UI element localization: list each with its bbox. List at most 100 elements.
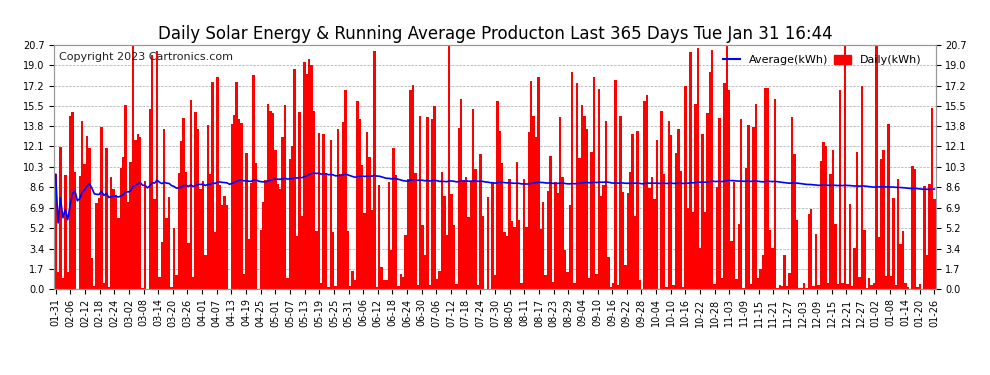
Bar	[818, 285, 820, 289]
Bar	[882, 150, 885, 289]
Bar	[835, 224, 837, 289]
Bar	[474, 169, 477, 289]
Bar	[69, 116, 71, 289]
Bar	[494, 275, 496, 289]
Bar	[774, 99, 776, 289]
Bar	[779, 285, 781, 289]
Bar	[803, 283, 805, 289]
Bar	[390, 251, 392, 289]
Bar	[699, 248, 701, 289]
Bar	[380, 267, 383, 289]
Bar	[254, 163, 257, 289]
Bar	[573, 284, 576, 289]
Bar	[827, 284, 830, 289]
Bar	[822, 142, 825, 289]
Bar	[209, 174, 211, 289]
Bar	[153, 200, 155, 289]
Bar	[279, 189, 281, 289]
Bar	[419, 116, 422, 289]
Bar	[706, 113, 709, 289]
Bar	[791, 117, 793, 289]
Bar	[544, 274, 546, 289]
Bar	[865, 288, 868, 289]
Bar	[749, 284, 752, 289]
Bar	[460, 99, 462, 289]
Bar	[714, 284, 716, 289]
Bar	[723, 84, 726, 289]
Bar	[620, 116, 622, 289]
Bar	[231, 124, 233, 289]
Bar	[559, 117, 561, 289]
Bar	[692, 212, 694, 289]
Bar	[556, 193, 559, 289]
Bar	[728, 90, 731, 289]
Bar	[108, 287, 110, 289]
Bar	[856, 152, 858, 289]
Bar	[139, 137, 142, 289]
Bar	[860, 86, 863, 289]
Bar	[615, 80, 617, 289]
Bar	[607, 256, 610, 289]
Bar	[469, 182, 472, 289]
Bar	[71, 112, 74, 289]
Bar	[378, 185, 380, 289]
Bar	[462, 180, 465, 289]
Bar	[248, 238, 250, 289]
Bar	[74, 172, 76, 289]
Bar	[361, 165, 363, 289]
Bar	[682, 287, 684, 289]
Bar	[368, 156, 370, 289]
Bar	[776, 288, 779, 289]
Bar	[726, 45, 728, 289]
Bar	[400, 273, 402, 289]
Bar	[296, 236, 298, 289]
Bar	[264, 180, 267, 289]
Bar	[617, 285, 620, 289]
Bar	[110, 177, 113, 289]
Bar	[877, 237, 880, 289]
Bar	[508, 179, 511, 289]
Bar	[486, 196, 489, 289]
Bar	[701, 134, 704, 289]
Bar	[207, 125, 209, 289]
Bar	[252, 75, 254, 289]
Bar	[346, 231, 348, 289]
Bar	[373, 51, 375, 289]
Bar	[259, 230, 262, 289]
Bar	[858, 277, 860, 289]
Bar	[697, 48, 699, 289]
Bar	[568, 204, 571, 289]
Bar	[627, 192, 629, 289]
Bar	[603, 185, 605, 289]
Bar	[267, 104, 269, 289]
Title: Daily Solar Energy & Running Average Producton Last 365 Days Tue Jan 31 16:44: Daily Solar Energy & Running Average Pro…	[157, 26, 833, 44]
Bar	[506, 236, 508, 289]
Bar	[59, 147, 61, 289]
Bar	[243, 274, 246, 289]
Bar	[479, 154, 482, 289]
Bar	[199, 189, 202, 289]
Bar	[551, 282, 554, 289]
Bar	[424, 255, 427, 289]
Bar	[340, 174, 342, 289]
Bar	[83, 164, 86, 289]
Bar	[113, 189, 115, 289]
Bar	[820, 161, 822, 289]
Bar	[719, 118, 721, 289]
Bar	[899, 244, 902, 289]
Bar	[499, 131, 501, 289]
Bar	[590, 152, 593, 289]
Bar	[366, 132, 368, 289]
Bar	[56, 272, 59, 289]
Bar	[788, 273, 791, 289]
Bar	[605, 120, 607, 289]
Bar	[561, 177, 563, 289]
Bar	[709, 72, 711, 289]
Bar	[929, 184, 931, 289]
Bar	[581, 105, 583, 289]
Bar	[78, 176, 81, 289]
Bar	[689, 52, 692, 289]
Bar	[105, 148, 108, 289]
Bar	[830, 174, 832, 289]
Bar	[95, 202, 98, 289]
